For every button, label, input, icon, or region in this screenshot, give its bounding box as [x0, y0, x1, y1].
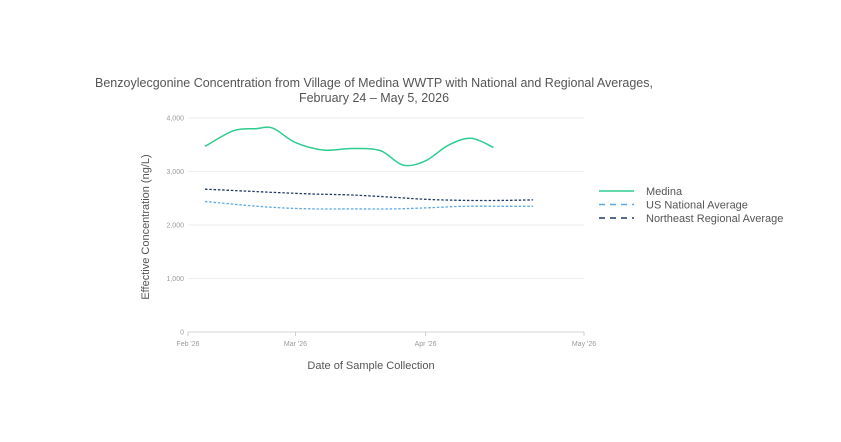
legend-label-us-national-average: US National Average	[646, 200, 748, 212]
axis-layer: 0 1,000 2,000 3,000 4,000 Feb '26 Mar '26 Apr '…	[166, 116, 596, 349]
series-layer	[204, 126, 534, 210]
series-line-us-national-average	[204, 200, 534, 210]
x-tick-label: Mar '26	[284, 341, 307, 348]
y-tick-label: 1,000	[166, 276, 184, 283]
chart-title-line-2: February 24 – May 5, 2026	[299, 91, 449, 105]
legend-label-northeast-regional-average: Northeast Regional Average	[646, 213, 783, 225]
y-tick-label: 3,000	[166, 169, 184, 176]
grid-layer	[188, 117, 584, 333]
x-tick-label: Feb '26	[176, 341, 199, 348]
y-tick-label: 4,000	[166, 116, 184, 123]
series-line-medina	[204, 126, 494, 167]
chart-title-line-1: Benzoylecgonine Concentration from Villa…	[95, 76, 653, 90]
y-tick-label: 0	[180, 330, 184, 337]
y-tick-label: 2,000	[166, 223, 184, 230]
x-tick-label: May '26	[572, 341, 596, 348]
series-line-northeast-regional-average	[204, 188, 534, 202]
x-tick-label: Apr '26	[415, 341, 437, 348]
x-axis-title: Date of Sample Collection	[307, 360, 434, 372]
legend-label-medina: Medina	[646, 186, 683, 198]
y-axis-title: Effective Concentration (ng/L)	[140, 154, 152, 299]
